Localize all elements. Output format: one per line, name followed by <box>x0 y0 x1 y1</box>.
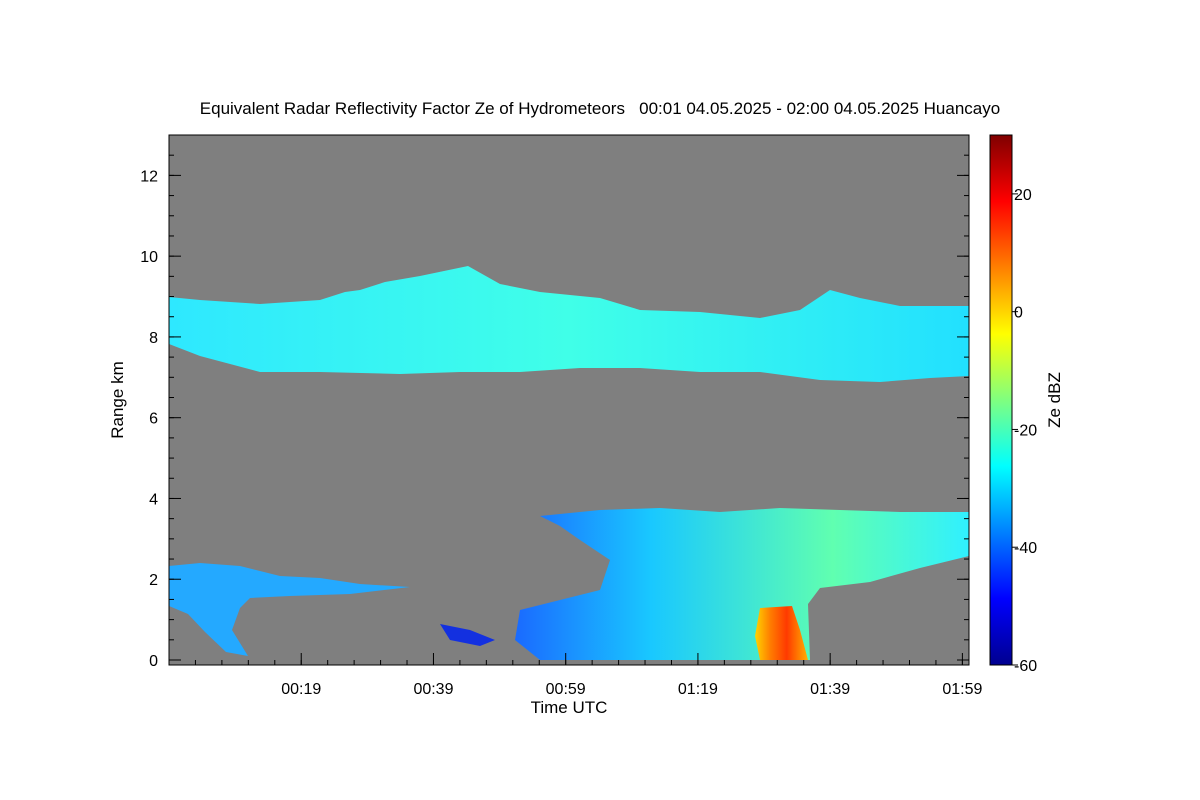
y-tick-label: 10 <box>140 249 158 266</box>
y-tick-label: 8 <box>149 330 158 347</box>
y-tick-label: 12 <box>140 168 158 185</box>
y-tick-label: 4 <box>149 491 158 508</box>
colorbar <box>990 135 1012 665</box>
colorbar-tick-label: -40 <box>1014 540 1037 557</box>
x-tick-label: 01:59 <box>942 681 982 698</box>
colorbar-axis: -60 -40 -20 0 20 <box>1012 187 1037 675</box>
y-tick-label: 2 <box>149 572 158 589</box>
x-tick-label: 01:39 <box>810 681 850 698</box>
y-axis-label: Range km <box>108 360 128 440</box>
x-tick-label: 00:59 <box>546 681 586 698</box>
colorbar-tick-label: -60 <box>1014 658 1037 675</box>
x-tick-label: 00:19 <box>281 681 321 698</box>
colorbar-tick-label: 20 <box>1014 187 1032 204</box>
colorbar-tick-label: -20 <box>1014 422 1037 439</box>
colorbar-label: Ze dBZ <box>1045 365 1065 435</box>
x-tick-label: 00:39 <box>413 681 453 698</box>
y-tick-label: 0 <box>149 653 158 670</box>
x-axis-label: Time UTC <box>0 698 1138 718</box>
y-tick-label: 6 <box>149 411 158 428</box>
x-tick-label: 01:19 <box>678 681 718 698</box>
colorbar-tick-label: 0 <box>1014 305 1023 322</box>
